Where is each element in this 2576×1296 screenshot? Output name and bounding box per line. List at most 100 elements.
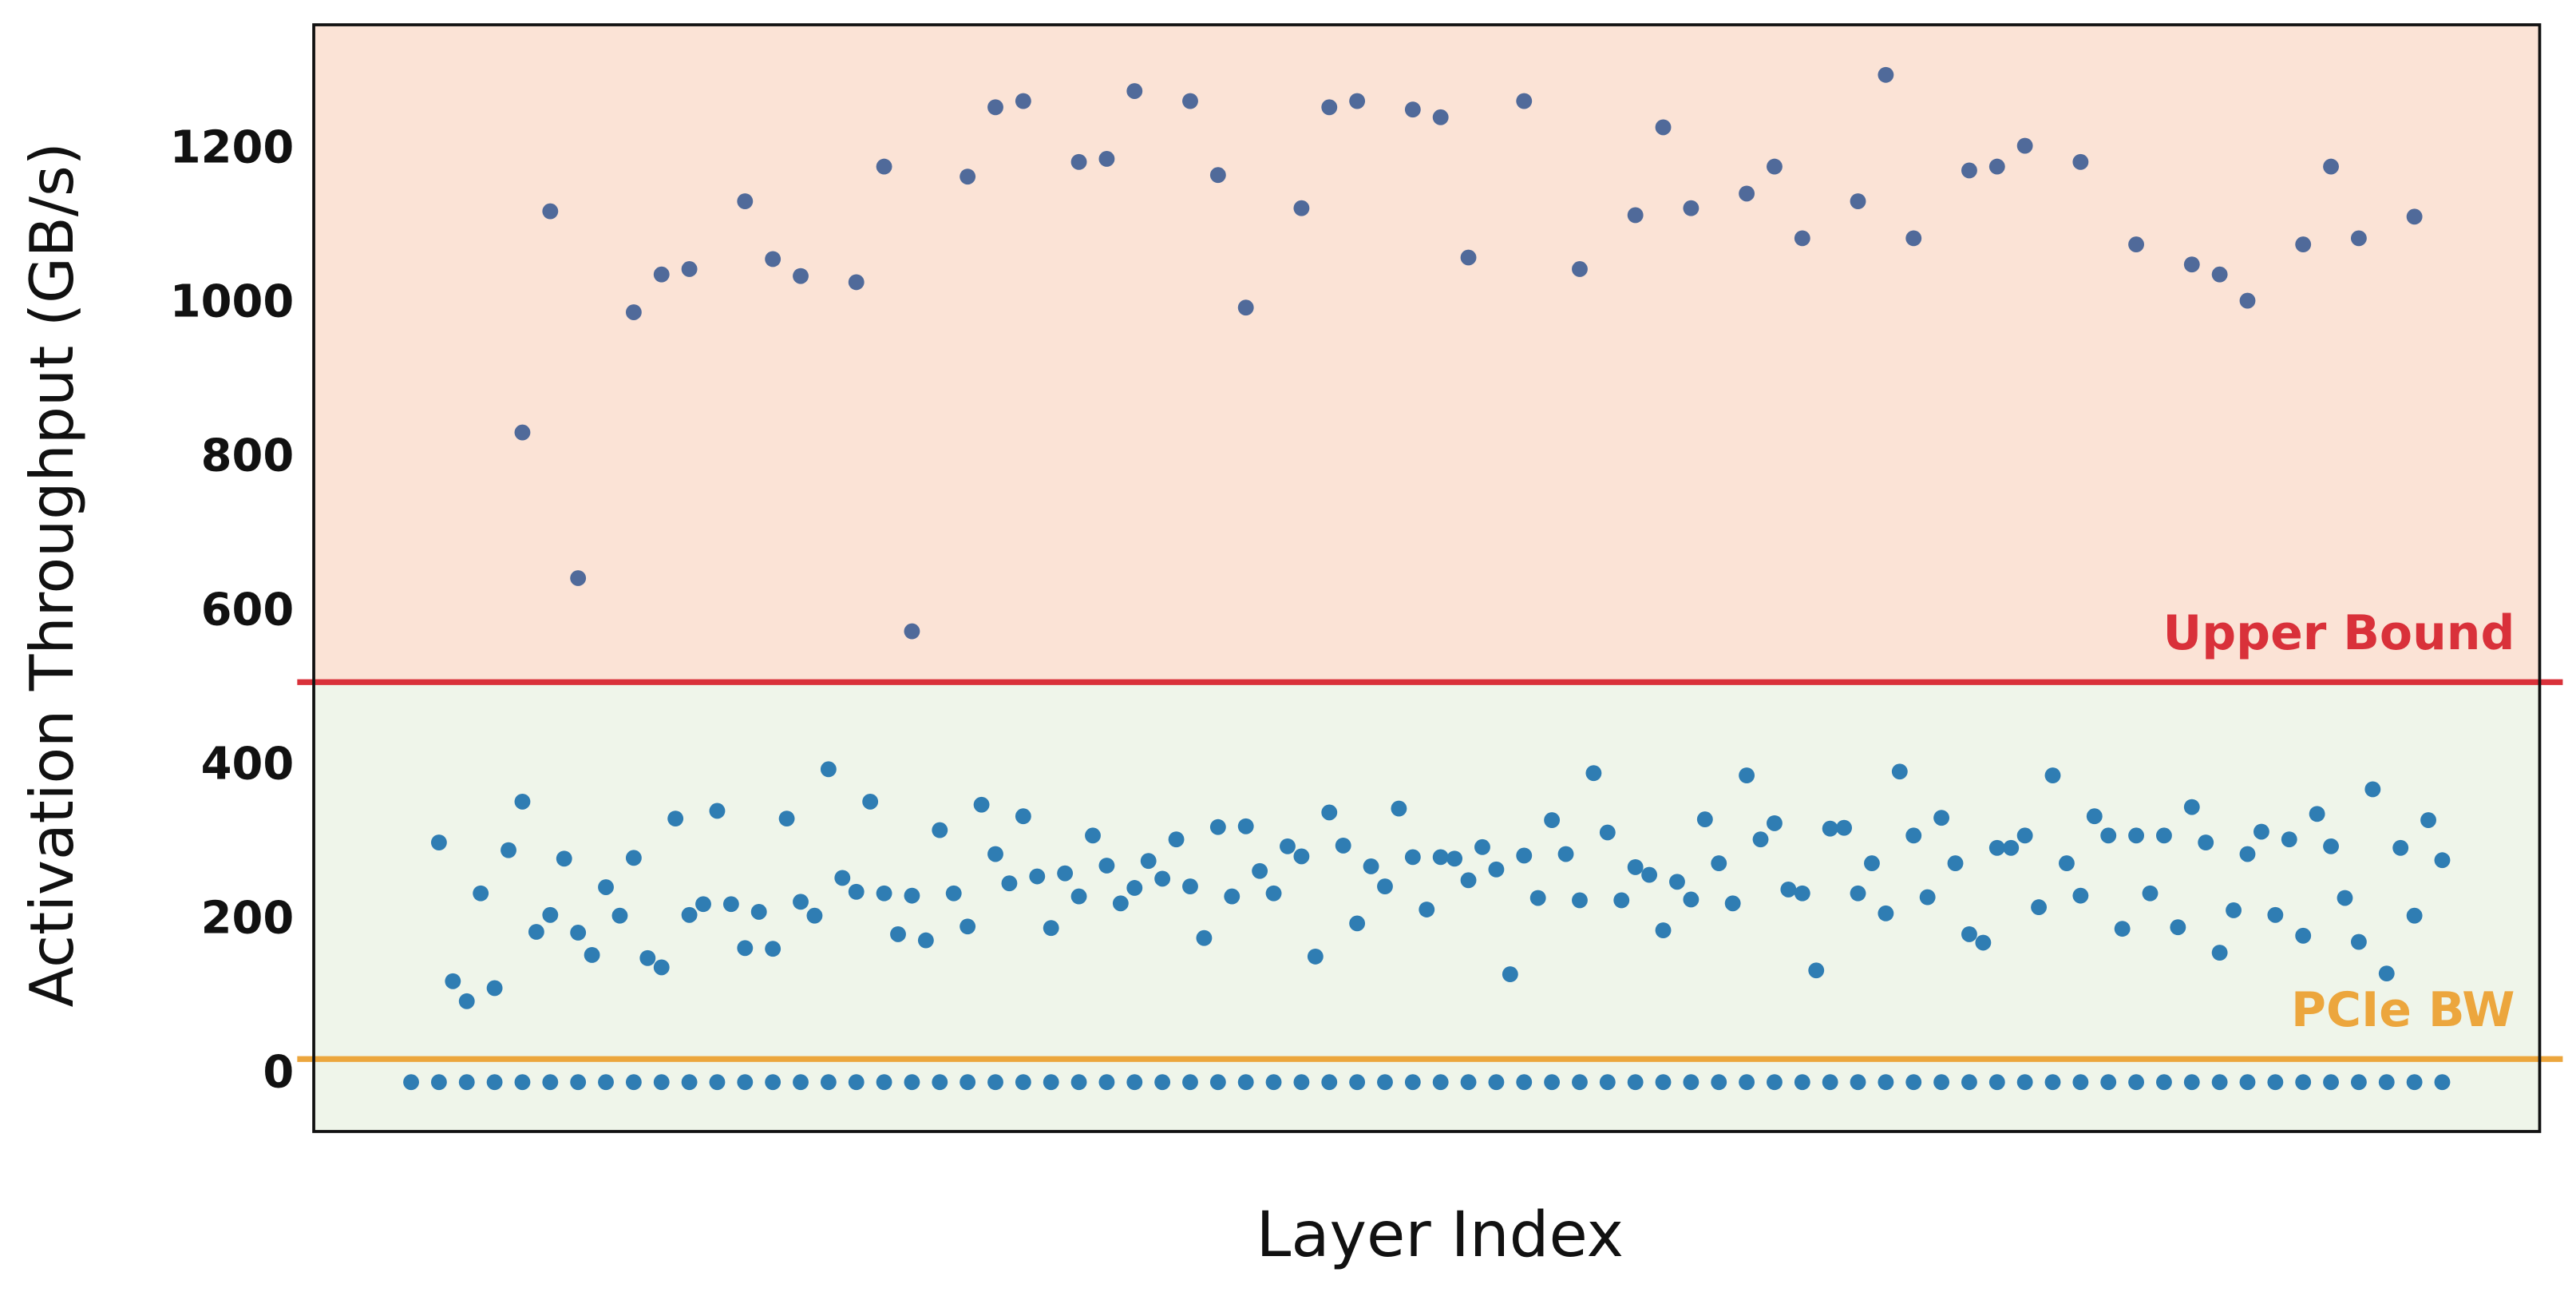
data-point (1724, 895, 1741, 912)
data-point (960, 918, 976, 935)
data-point (1404, 1074, 1421, 1091)
data-point (542, 1074, 559, 1091)
data-point (1209, 167, 1226, 184)
data-point (1878, 1074, 1894, 1091)
data-point (1349, 915, 1366, 932)
data-point (820, 1074, 837, 1091)
y-tick-label: 0 (263, 1047, 294, 1099)
data-point (1488, 861, 1505, 878)
data-point (904, 623, 920, 640)
data-point (1850, 1074, 1866, 1091)
data-point (2253, 823, 2269, 840)
data-point (1794, 230, 1810, 247)
data-point (2211, 266, 2228, 283)
data-point (1140, 853, 1157, 870)
data-point (1696, 811, 1713, 828)
data-point (1307, 948, 1324, 965)
data-point (570, 570, 587, 586)
data-point (528, 924, 544, 940)
reference-label: Upper Bound (2163, 605, 2515, 661)
data-point (1905, 1074, 1922, 1091)
data-point (2016, 827, 2033, 844)
data-point (1557, 846, 1574, 862)
data-point (2378, 965, 2395, 982)
data-point (2434, 1074, 2451, 1091)
data-point (2239, 846, 2256, 862)
data-point (2170, 919, 2186, 936)
data-point (1641, 866, 1658, 883)
data-point (1321, 1074, 1338, 1091)
data-point (1780, 881, 1797, 898)
data-point (403, 1074, 419, 1091)
data-point (1947, 855, 1964, 872)
data-point (1683, 1074, 1700, 1091)
data-point (2323, 1074, 2339, 1091)
data-point (2378, 1074, 2395, 1091)
data-point (2226, 902, 2242, 918)
data-point (2016, 137, 2033, 154)
data-point (2392, 839, 2409, 856)
data-point (1961, 925, 1977, 942)
data-point (1043, 1074, 1059, 1091)
data-point (1015, 1074, 1031, 1091)
data-point (1627, 207, 1644, 224)
data-point (1739, 1074, 1755, 1091)
data-point (1168, 831, 1185, 848)
data-point (1460, 1074, 1477, 1091)
data-point (653, 266, 670, 283)
data-point (1822, 1074, 1838, 1091)
data-point (2323, 158, 2339, 175)
data-point (765, 1074, 782, 1091)
data-point (1878, 66, 1894, 83)
data-point (2350, 230, 2367, 247)
data-point (1404, 849, 1421, 866)
data-point (904, 1074, 920, 1091)
data-point (1585, 765, 1602, 782)
data-point (2183, 799, 2200, 815)
data-point (653, 959, 670, 976)
data-point (1112, 895, 1129, 912)
data-point (987, 846, 1003, 862)
data-point (1544, 1074, 1561, 1091)
data-point (848, 1074, 865, 1091)
data-point (1516, 93, 1533, 109)
data-point (2267, 906, 2284, 923)
data-point (765, 941, 782, 957)
data-point (778, 810, 795, 827)
data-point (1182, 1074, 1198, 1091)
data-point (1154, 1074, 1171, 1091)
data-point (1836, 819, 1853, 836)
data-point (430, 1074, 447, 1091)
data-point (2323, 838, 2339, 854)
data-point (1822, 820, 1838, 837)
data-point (1961, 162, 1977, 179)
data-point (1460, 872, 1477, 889)
data-point (1237, 1074, 1254, 1091)
data-point (1919, 889, 1936, 906)
data-point (2059, 855, 2075, 872)
data-point (722, 896, 739, 913)
data-point (1154, 870, 1171, 887)
data-point (1905, 230, 1922, 247)
data-point (848, 883, 865, 900)
data-point (904, 887, 920, 904)
data-point (486, 1074, 503, 1091)
data-point (625, 304, 642, 320)
region (314, 25, 2540, 683)
data-point (1265, 1074, 1282, 1091)
data-point (1098, 1074, 1115, 1091)
data-point (1655, 1074, 1672, 1091)
data-point (1070, 888, 1087, 905)
data-point (1321, 804, 1338, 821)
data-point (1599, 824, 1616, 841)
data-point (1070, 153, 1087, 170)
data-point (987, 99, 1003, 116)
data-point (1529, 890, 1546, 906)
data-point (2309, 806, 2325, 822)
data-point (486, 980, 503, 997)
data-point (2337, 890, 2353, 906)
data-point (584, 947, 600, 963)
data-point (1767, 1074, 1783, 1091)
